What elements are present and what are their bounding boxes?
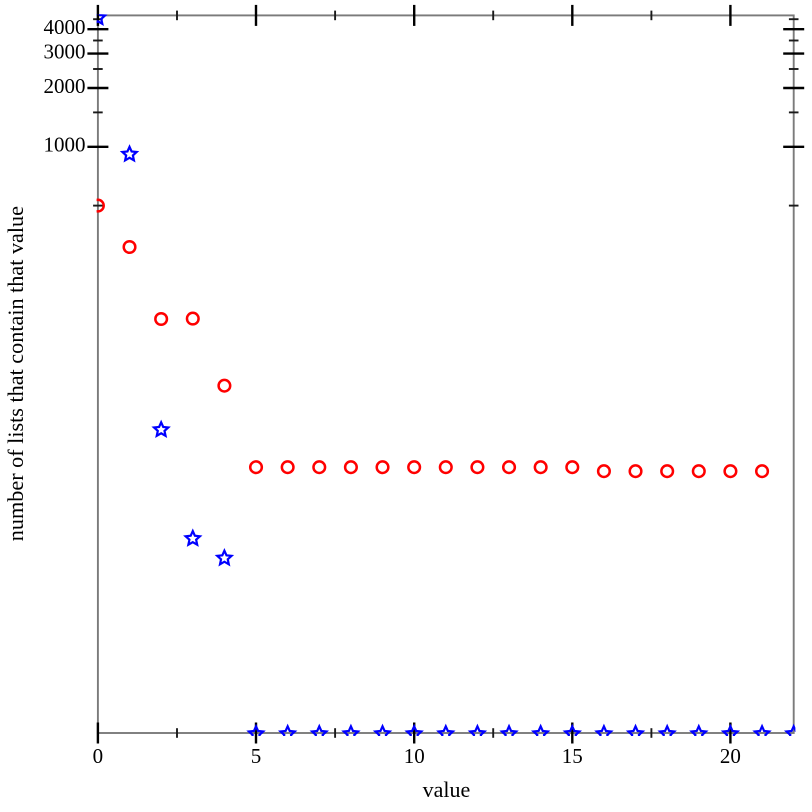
svg-text:4000: 4000 [44,15,86,39]
svg-text:3000: 3000 [44,40,86,64]
svg-text:5: 5 [251,744,262,768]
svg-text:value: value [423,777,471,802]
svg-text:0: 0 [93,744,104,768]
svg-text:number of lists that contain t: number of lists that contain that value [3,206,28,541]
svg-text:2000: 2000 [44,74,86,98]
svg-text:20: 20 [720,744,741,768]
svg-text:15: 15 [562,744,583,768]
svg-text:1000: 1000 [44,133,86,157]
svg-text:10: 10 [404,744,425,768]
